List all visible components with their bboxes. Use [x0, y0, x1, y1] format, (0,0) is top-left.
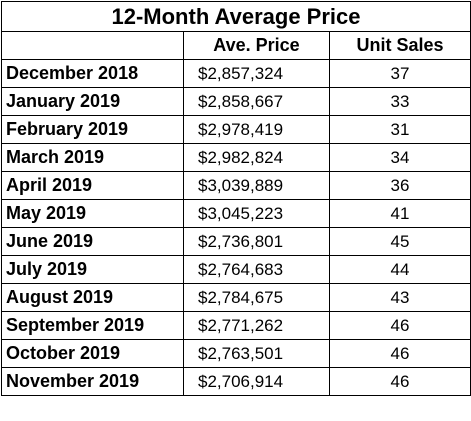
- unit-sales-cell[interactable]: 33: [328, 87, 471, 116]
- average-price-cell[interactable]: $2,982,824: [183, 143, 330, 172]
- unit-sales-cell[interactable]: 46: [328, 339, 471, 368]
- month-cell[interactable]: December 2018: [1, 59, 184, 88]
- month-cell[interactable]: March 2019: [1, 143, 184, 172]
- average-price-cell[interactable]: $2,978,419: [183, 115, 330, 144]
- month-cell[interactable]: April 2019: [1, 171, 184, 200]
- month-cell[interactable]: August 2019: [1, 283, 184, 312]
- average-price-cell[interactable]: $2,857,324: [183, 59, 330, 88]
- unit-sales-cell[interactable]: 43: [328, 283, 471, 312]
- average-price-cell[interactable]: $3,039,889: [183, 171, 330, 200]
- unit-sales-cell[interactable]: 41: [328, 199, 471, 228]
- table-row: October 2019 $2,763,501 46: [1, 339, 471, 368]
- header-units-cell[interactable]: Unit Sales: [328, 31, 471, 60]
- header-price-cell[interactable]: Ave. Price: [183, 31, 330, 60]
- average-price-cell[interactable]: $2,764,683: [183, 255, 330, 284]
- unit-sales-cell[interactable]: 46: [328, 311, 471, 340]
- title-row: 12-Month Average Price: [0, 1, 471, 32]
- month-cell[interactable]: June 2019: [1, 227, 184, 256]
- table-row: February 2019 $2,978,419 31: [1, 115, 471, 144]
- average-price-table: 12-Month Average Price Ave. Price Unit S…: [0, 1, 471, 396]
- table-row: July 2019 $2,764,683 44: [1, 255, 471, 284]
- table-row: August 2019 $2,784,675 43: [1, 283, 471, 312]
- table-row: May 2019 $3,045,223 41: [1, 199, 471, 228]
- average-price-cell[interactable]: $3,045,223: [183, 199, 330, 228]
- unit-sales-cell[interactable]: 34: [328, 143, 471, 172]
- header-row: Ave. Price Unit Sales: [1, 31, 471, 60]
- average-price-cell[interactable]: $2,771,262: [183, 311, 330, 340]
- month-cell[interactable]: September 2019: [1, 311, 184, 340]
- average-price-cell[interactable]: $2,858,667: [183, 87, 330, 116]
- month-cell[interactable]: February 2019: [1, 115, 184, 144]
- table-row: June 2019 $2,736,801 45: [1, 227, 471, 256]
- unit-sales-cell[interactable]: 31: [328, 115, 471, 144]
- table-row: March 2019 $2,982,824 34: [1, 143, 471, 172]
- month-cell[interactable]: May 2019: [1, 199, 184, 228]
- month-cell[interactable]: January 2019: [1, 87, 184, 116]
- unit-sales-cell[interactable]: 45: [328, 227, 471, 256]
- unit-sales-cell[interactable]: 37: [328, 59, 471, 88]
- month-cell[interactable]: July 2019: [1, 255, 184, 284]
- average-price-cell[interactable]: $2,763,501: [183, 339, 330, 368]
- unit-sales-cell[interactable]: 44: [328, 255, 471, 284]
- table-row: April 2019 $3,039,889 36: [1, 171, 471, 200]
- table-row: January 2019 $2,858,667 33: [1, 87, 471, 116]
- month-cell[interactable]: November 2019: [1, 367, 184, 396]
- table-title[interactable]: 12-Month Average Price: [0, 1, 471, 32]
- average-price-cell[interactable]: $2,784,675: [183, 283, 330, 312]
- average-price-cell[interactable]: $2,706,914: [183, 367, 330, 396]
- table-row: November 2019 $2,706,914 46: [1, 367, 471, 396]
- unit-sales-cell[interactable]: 36: [328, 171, 471, 200]
- table-row: December 2018 $2,857,324 37: [1, 59, 471, 88]
- header-month-cell[interactable]: [1, 31, 184, 60]
- average-price-cell[interactable]: $2,736,801: [183, 227, 330, 256]
- unit-sales-cell[interactable]: 46: [328, 367, 471, 396]
- month-cell[interactable]: October 2019: [1, 339, 184, 368]
- table-row: September 2019 $2,771,262 46: [1, 311, 471, 340]
